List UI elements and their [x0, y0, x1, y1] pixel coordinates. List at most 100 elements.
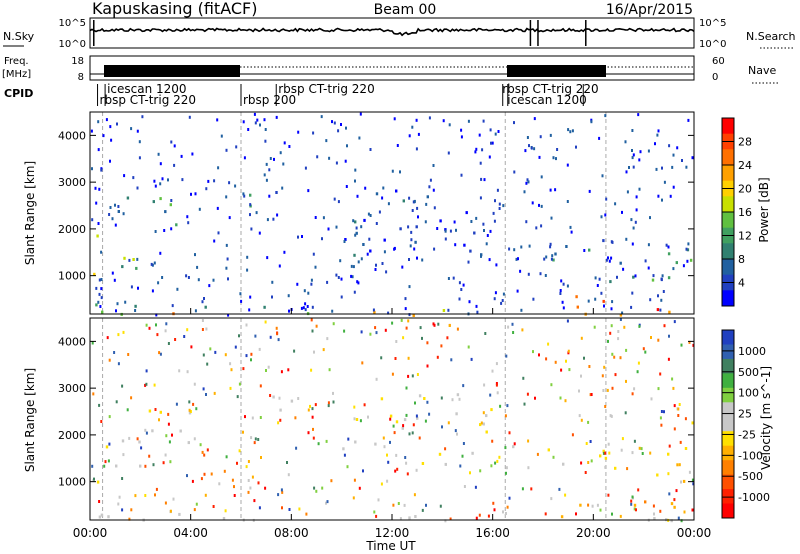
- scatter-cell: [448, 123, 451, 127]
- scatter-cell: [657, 294, 659, 298]
- scatter-cell: [354, 168, 357, 172]
- scatter-cell: [399, 170, 401, 174]
- scatter-cell: [266, 256, 269, 260]
- cpid-text: rbsp CT-trig 220: [100, 93, 196, 107]
- scatter-cell: [416, 206, 419, 210]
- scatter-cell: [395, 340, 398, 343]
- scatter-cell: [98, 515, 102, 519]
- scatter-cell: [673, 427, 676, 431]
- scatter-cell: [631, 156, 634, 160]
- scatter-cell: [212, 505, 215, 508]
- scatter-cell: [676, 146, 679, 150]
- scatter-cell: [549, 133, 552, 137]
- scatter-cell: [467, 260, 470, 264]
- scatter-cell: [560, 515, 564, 519]
- scatter-cell: [275, 115, 278, 119]
- scatter-cell: [610, 256, 613, 260]
- scatter-cell: [460, 135, 463, 139]
- scatter-cell: [631, 129, 634, 132]
- scatter-cell: [93, 477, 95, 481]
- scatter-cell: [151, 429, 154, 433]
- scatter-cell: [130, 396, 133, 400]
- scatter-cell: [604, 405, 607, 408]
- scatter-cell: [631, 291, 634, 295]
- y-tick-label: 1000: [58, 476, 86, 489]
- scatter-cell: [193, 437, 196, 441]
- scatter-cell: [271, 280, 274, 284]
- scatter-cell: [322, 348, 325, 352]
- scatter-cell: [122, 212, 125, 216]
- scatter-cell: [108, 358, 111, 362]
- scatter-cell: [312, 131, 315, 135]
- scatter-cell: [229, 386, 232, 390]
- scatter-cell: [331, 120, 333, 124]
- scatter-cell: [363, 403, 366, 407]
- scatter-cell: [462, 283, 465, 287]
- scatter-cell: [631, 149, 633, 152]
- scatter-cell: [483, 383, 486, 387]
- scatter-cell: [622, 267, 625, 271]
- scatter-cell: [355, 231, 358, 235]
- scatter-cell: [395, 453, 398, 457]
- scatter-cell: [311, 329, 314, 333]
- scatter-cell: [599, 454, 602, 458]
- scatter-cell: [162, 461, 165, 465]
- scatter-cell: [96, 234, 99, 238]
- scatter-cell: [387, 460, 390, 464]
- power-ylabel: Slant Range [km]: [23, 161, 37, 265]
- scatter-cell: [440, 344, 443, 348]
- scatter-cell: [200, 477, 203, 481]
- scatter-cell: [691, 508, 694, 512]
- scatter-cell: [148, 326, 151, 330]
- scatter-cell: [665, 243, 668, 247]
- scatter-cell: [382, 436, 385, 440]
- scatter-cell: [276, 213, 279, 217]
- scatter-cell: [600, 215, 603, 219]
- scatter-cell: [462, 384, 465, 388]
- scatter-cell: [342, 447, 345, 451]
- x-tick-label: 20:00: [576, 526, 611, 540]
- scatter-cell: [439, 219, 442, 223]
- scatter-cell: [272, 395, 275, 399]
- scatter-cell: [601, 174, 604, 178]
- scatter-cell: [350, 274, 353, 278]
- scatter-cell: [386, 453, 388, 457]
- scatter-cell: [405, 386, 408, 390]
- scatter-cell: [613, 355, 616, 359]
- scatter-cell: [494, 132, 497, 136]
- scatter-cell: [130, 285, 133, 289]
- scatter-cell: [633, 439, 636, 443]
- scatter-cell: [659, 372, 662, 376]
- scatter-cell: [515, 257, 518, 261]
- scatter-cell: [326, 280, 329, 284]
- scatter-cell: [374, 326, 377, 330]
- scatter-cell: [661, 198, 663, 202]
- scatter-cell: [668, 444, 671, 448]
- colorbar-segment: [722, 212, 734, 229]
- x-tick-label: 08:00: [274, 526, 309, 540]
- scatter-cell: [685, 247, 688, 251]
- scatter-cell: [588, 189, 591, 193]
- scatter-cell: [340, 123, 342, 126]
- scatter-cell: [95, 286, 98, 290]
- scatter-cell: [513, 442, 516, 446]
- scatter-cell: [494, 199, 496, 203]
- scatter-cell: [254, 121, 257, 125]
- scatter-cell: [625, 237, 628, 241]
- scatter-cell: [186, 474, 188, 478]
- scatter-cell: [567, 349, 570, 353]
- scatter-cell: [444, 462, 447, 466]
- scatter-cell: [312, 427, 314, 431]
- scatter-cell: [635, 195, 638, 199]
- scatter-cell: [591, 504, 594, 508]
- scatter-cell: [122, 453, 125, 457]
- scatter-cell: [691, 421, 694, 425]
- scatter-cell: [325, 501, 327, 505]
- scatter-cell: [476, 310, 479, 314]
- scatter-cell: [490, 408, 493, 412]
- scatter-cell: [498, 207, 501, 210]
- scatter-cell: [391, 321, 394, 325]
- scatter-cell: [411, 125, 414, 129]
- scatter-cell: [399, 517, 402, 521]
